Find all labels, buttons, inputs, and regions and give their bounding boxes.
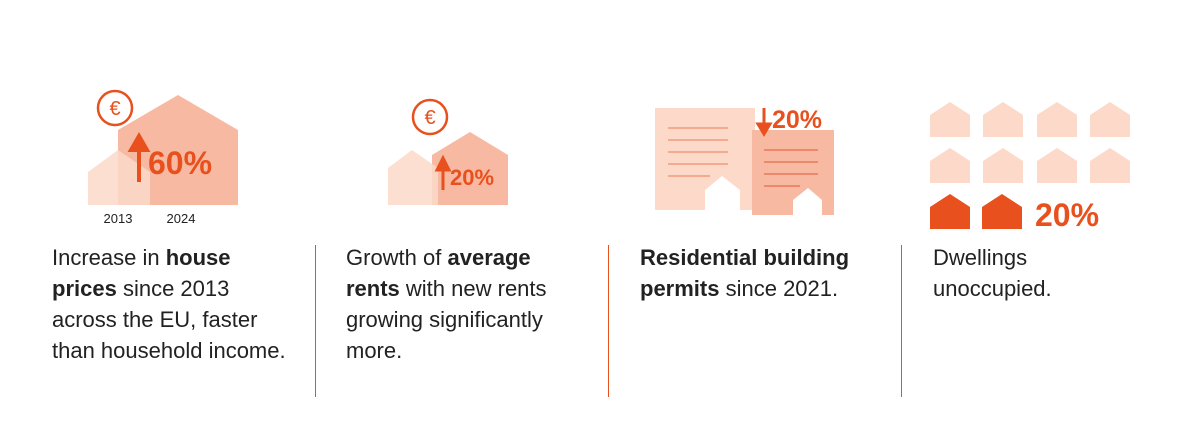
house-icon xyxy=(432,132,508,205)
year-label: 2013 xyxy=(104,211,133,226)
euro-icon xyxy=(96,89,134,127)
year-label: 2024 xyxy=(167,211,196,226)
description: Dwellings unoccupied. xyxy=(933,242,1093,304)
description: Residential building permits since 2021. xyxy=(640,242,850,304)
stat: 20% xyxy=(450,165,494,190)
bold-text: house prices xyxy=(52,245,231,301)
bold-text: Residential building permits xyxy=(640,245,850,301)
text: Dwellings unoccupied. xyxy=(933,245,1052,301)
text: Growth of xyxy=(346,245,448,270)
separator xyxy=(608,245,609,397)
description: Growth of average rents with new rents g… xyxy=(346,242,586,366)
arrow-down xyxy=(755,108,773,137)
house-grid xyxy=(930,102,1130,229)
stat: 60% xyxy=(148,145,212,181)
house-icon xyxy=(793,188,822,215)
euro-sign: € xyxy=(424,107,435,129)
house-icon xyxy=(1090,102,1130,137)
stat: 20% xyxy=(772,106,822,134)
separator xyxy=(315,245,316,397)
document-lines xyxy=(764,149,818,187)
house-icon xyxy=(983,148,1023,183)
euro-sign: € xyxy=(109,98,120,120)
text: with new rents growing significantly mor… xyxy=(346,276,547,363)
house-icon xyxy=(930,102,970,137)
bold-text: average rents xyxy=(346,245,531,301)
text: Increase in xyxy=(52,245,166,270)
document-lines xyxy=(668,127,728,177)
house-icon xyxy=(705,176,740,210)
house-icon xyxy=(1037,148,1077,183)
house-icon xyxy=(930,194,970,229)
text: since 2021. xyxy=(719,276,839,301)
euro-icon xyxy=(411,98,449,136)
separator xyxy=(901,245,902,397)
house-icon xyxy=(388,150,438,205)
house-icon xyxy=(1090,148,1130,183)
house-icon xyxy=(1037,102,1077,137)
icons: € 60% 2013 2024 € 20% 20% 20% xyxy=(88,89,1130,233)
house-icon xyxy=(930,148,970,183)
arrow-up xyxy=(127,131,151,182)
house-icon xyxy=(983,102,1023,137)
arrow-up xyxy=(434,154,452,190)
house-icon xyxy=(88,150,150,205)
stat: 20% xyxy=(1035,197,1099,233)
house-icon xyxy=(982,194,1022,229)
text: since 2013 across the EU, faster than ho… xyxy=(52,276,286,363)
description: Increase in house prices since 2013 acro… xyxy=(52,242,292,366)
